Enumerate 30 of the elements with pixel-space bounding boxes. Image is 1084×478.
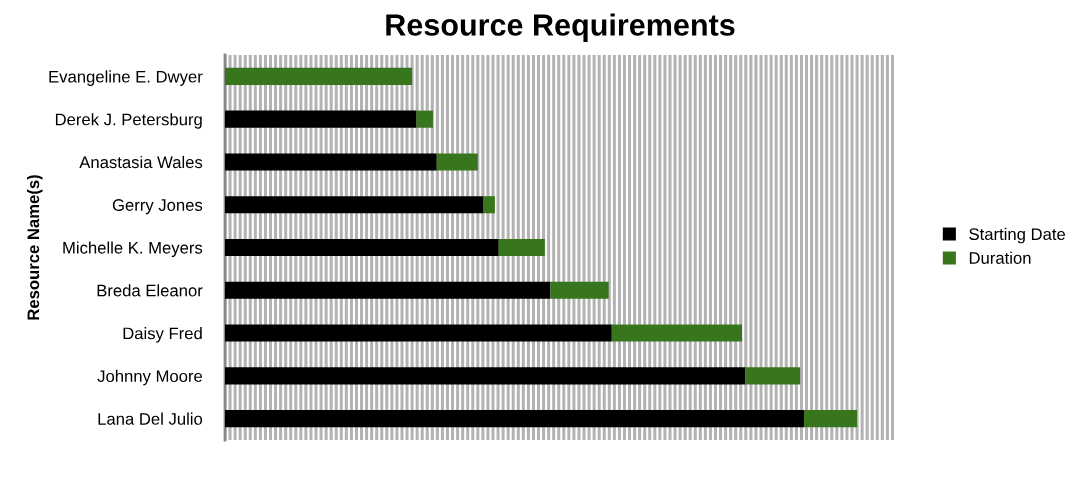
bar [225, 238, 499, 257]
bar [225, 367, 746, 385]
legend-label: Duration [969, 251, 1031, 264]
bar [550, 281, 609, 299]
bar [225, 324, 612, 342]
legend-label: Starting Date [969, 227, 1066, 244]
bar [803, 410, 858, 428]
y-tick-label: Lana Del Julio [98, 412, 203, 425]
bar [225, 153, 437, 171]
bar [483, 196, 495, 214]
y-tick-label: Michelle K. Meyers [63, 241, 203, 257]
bar [611, 324, 743, 342]
y-tick-label: Evangeline E. Dwyer [49, 70, 203, 86]
bar [745, 367, 801, 385]
bar [436, 153, 478, 171]
chart-title: Resource Requirements [386, 13, 735, 42]
bar [225, 410, 804, 428]
bar [498, 238, 545, 257]
y-tick-label: Gerry Jones [112, 199, 203, 215]
y-tick-label: Anastasia Wales [79, 155, 203, 169]
y-tick-label: Johnny Moore [97, 369, 203, 386]
y-tick-label: Breda Eleanor [97, 284, 203, 297]
bar [225, 196, 484, 214]
y-tick-label: Derek J. Petersburg [55, 113, 202, 129]
bar [225, 67, 413, 85]
y-axis-title: Resource Name(s) [26, 175, 43, 320]
bar [416, 110, 433, 128]
y-tick-label: Daisy Fred [123, 327, 202, 343]
bar [225, 110, 417, 128]
bar [225, 281, 551, 299]
